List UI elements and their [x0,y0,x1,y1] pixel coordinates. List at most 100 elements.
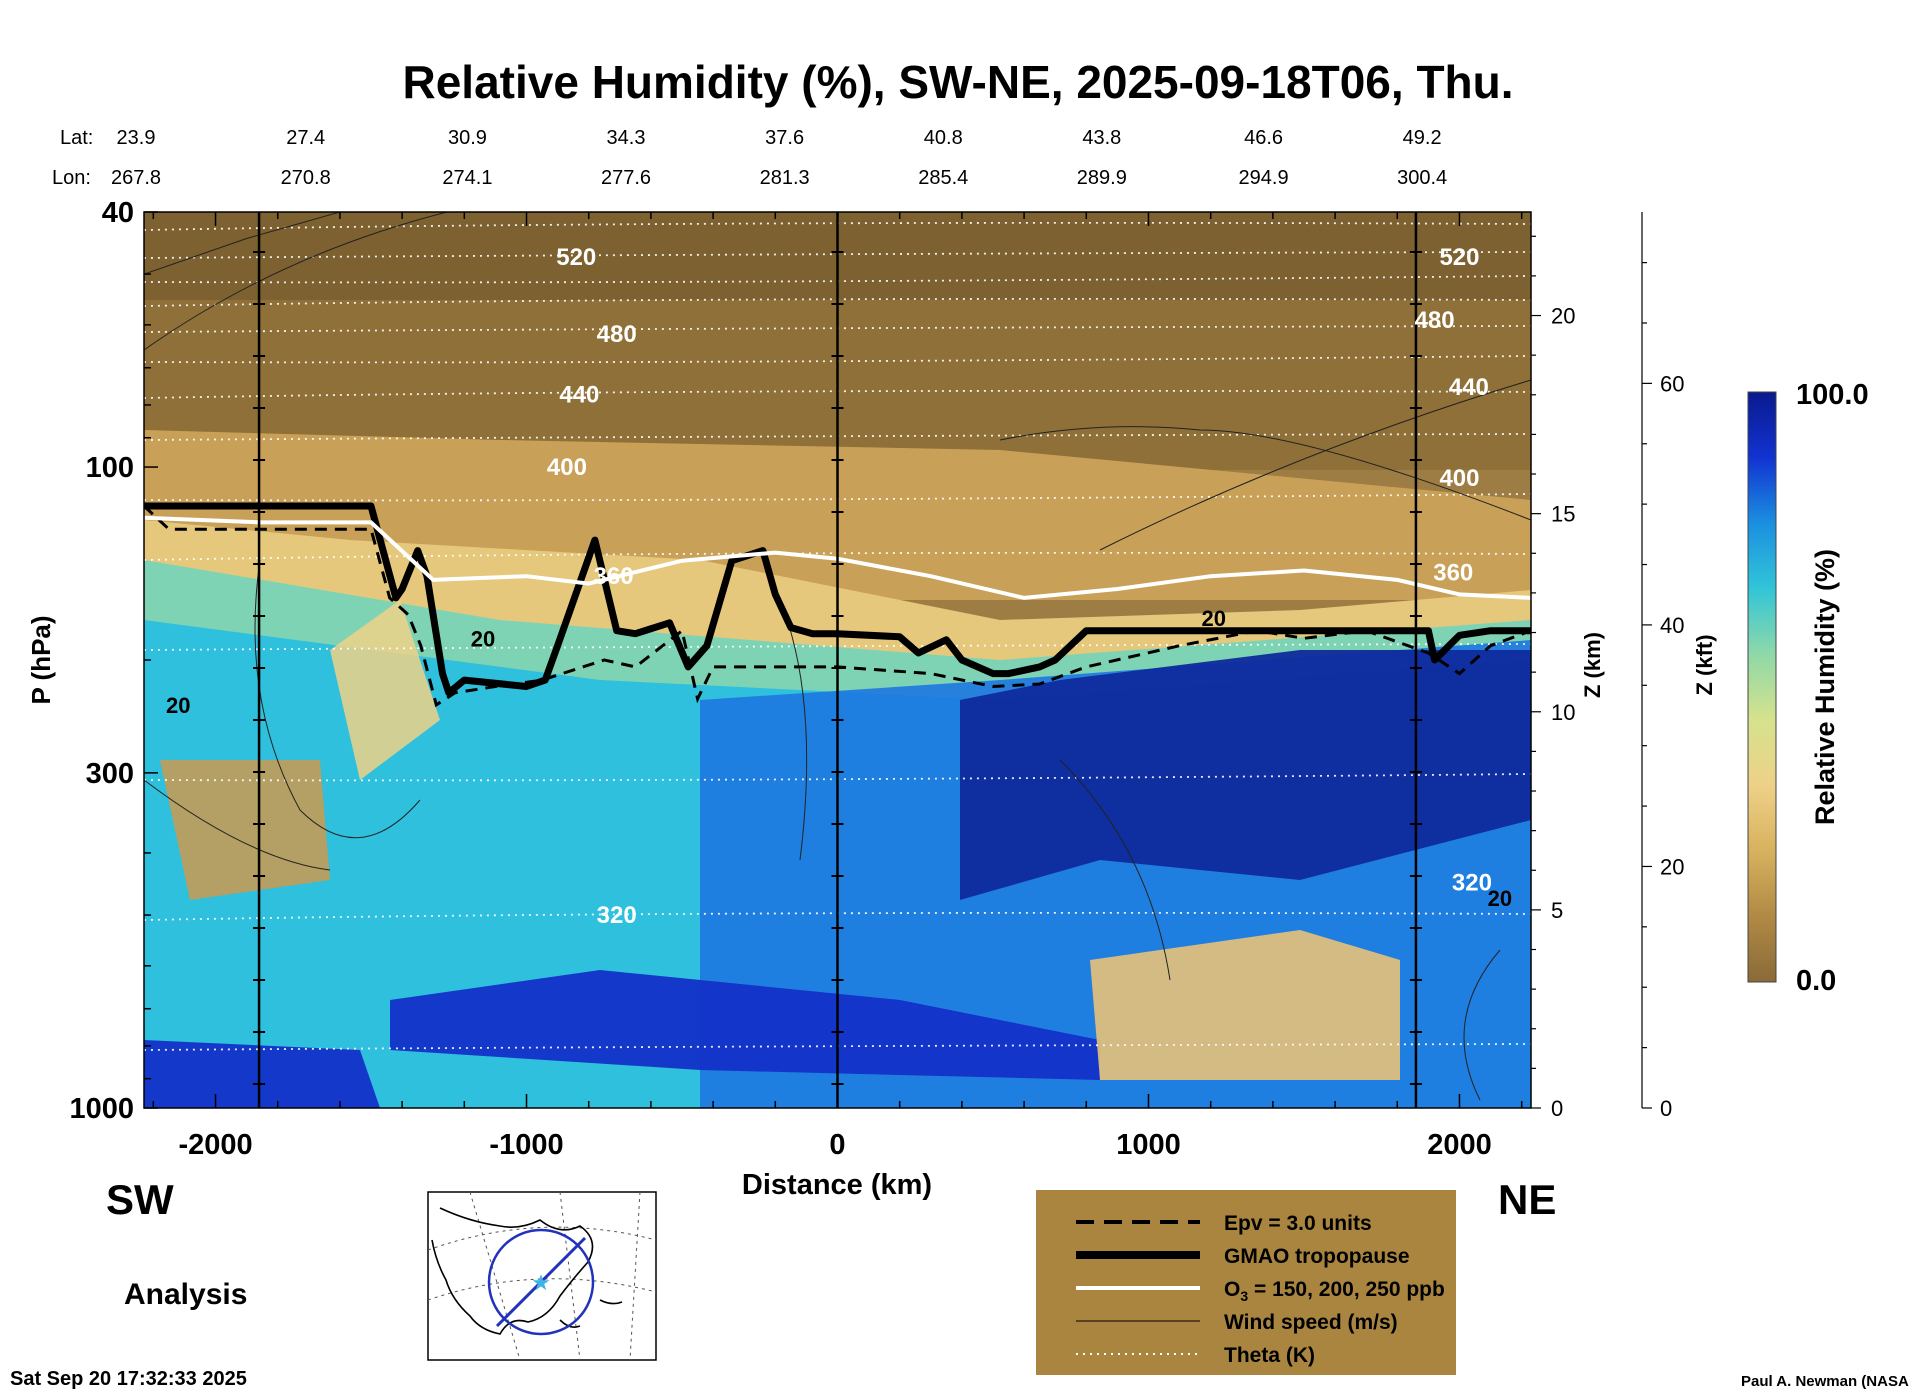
theta-label: 360 [594,563,634,590]
theta-contour [144,221,1531,231]
lon-value: 267.8 [111,167,161,189]
theta-contour [144,773,1531,782]
field-surface-sw [144,1040,380,1108]
z-kft-tick-label: 0 [1660,1096,1672,1121]
lat-value: 49.2 [1403,127,1442,149]
y-axis: 1000 300 100 40 [69,197,158,1125]
z-kft-tick-label: 40 [1660,613,1684,638]
x-axis: -2000 -1000 0 1000 2000 [152,212,1523,1161]
z-km-tick-label: 10 [1551,700,1575,725]
z-kft-tick-label: 60 [1660,371,1684,396]
lat-value: 30.9 [448,127,487,149]
theta-label: 440 [1449,374,1489,401]
y-tick-label: 1000 [69,1093,134,1125]
z-km-tick-label: 15 [1551,502,1575,527]
lat-value: 40.8 [924,127,963,149]
map-center-star: ★ [531,1270,551,1295]
theta-label: 480 [597,321,637,348]
theta-contour [144,911,1531,921]
lat-value: 37.6 [765,127,804,149]
x-tick-label: 0 [829,1129,845,1161]
lat-value: 46.6 [1244,127,1283,149]
theta-label: 440 [559,381,599,408]
z-km-tick-label: 0 [1551,1096,1563,1121]
field-lower-band [390,970,1100,1080]
colorbar [1747,391,1777,983]
wind-contour [999,426,1531,521]
colorbar-title: Relative Humidity (%) [1810,549,1840,825]
theta-contour [144,493,1531,502]
y-tick-label: 40 [102,197,134,229]
lat-value: 23.9 [117,127,156,149]
legend-entry-label: Epv = 3.0 units [1224,1212,1372,1235]
theta-contour [144,433,1531,441]
map-range-circle [487,1228,595,1336]
wind-contour [1059,759,1171,981]
x-tick-label: 2000 [1427,1129,1492,1161]
theta-contour [144,325,1531,333]
series-gmao-tropopause [144,502,1531,697]
lat-row-label: Lat: [60,127,93,149]
y-tick-label: 100 [86,452,134,484]
theta-contour [144,251,1531,259]
legend: Epv = 3.0 units GMAO tropopause O3 = 150, … [1036,1190,1456,1375]
theta-label: 400 [547,454,587,481]
lon-value: 285.4 [918,167,968,189]
theta-contour [144,1043,1531,1051]
z-km-axis-label: Z (km) [1580,632,1605,698]
theta-contour [144,297,1531,307]
z-kft-axis: 0 20 40 60 [1641,212,1684,1121]
z-km-tick-label: 5 [1551,898,1563,923]
colorbar-max-label: 100.0 [1796,379,1869,411]
field-dry-pocket-sw [160,760,330,900]
theta-label: 480 [1415,307,1455,334]
theta-contour [144,275,1531,284]
z-kft-tick-label: 20 [1660,854,1684,879]
analysis-label: Analysis [124,1278,247,1311]
lat-lon-labels: 23.9 267.8 27.4 270.8 30.9 274.1 34.3 277.6 37.6… [111,127,1447,189]
colorbar-min-label: 0.0 [1796,965,1836,997]
y-axis-label: P (hPa) [26,615,56,704]
theta-contour [144,355,1531,364]
wind-label: 20 [471,626,495,651]
theta-label: 520 [1439,244,1479,271]
lon-row-label: Lon: [52,167,91,189]
lat-value: 43.8 [1082,127,1121,149]
humidity-field: 5204804404003603205204804404003603202020… [144,212,1531,1108]
legend-entry-label: Wind speed (m/s) [1224,1311,1398,1334]
legend-entry-label: GMAO tropopause [1224,1245,1410,1268]
map-section-line [495,1236,587,1328]
credit: Paul A. Newman (NASA [1741,1373,1909,1390]
lon-value: 274.1 [442,167,492,189]
x-tick-label: -1000 [489,1129,563,1161]
z-km-axis: 0 5 10 15 20 [1531,235,1575,1121]
field-dry-pocket-2 [330,600,440,780]
theta-label: 360 [1433,559,1473,586]
theta-label: 400 [1439,465,1479,492]
field-saturated [960,650,1531,900]
x-axis-label: Distance (km) [742,1169,932,1201]
z-km-tick-label: 20 [1551,304,1575,329]
wind-contour [1463,949,1501,1101]
theta-contour [144,643,1531,651]
lat-value: 27.4 [286,127,325,149]
theta-label: 320 [597,902,637,929]
theta-label: 520 [556,244,596,271]
inset-map: ★ [427,1191,657,1361]
lon-value: 300.4 [1397,167,1447,189]
legend-entry-label: O3 = 150, 200, 250 ppb [1224,1278,1445,1304]
x-tick-label: -2000 [178,1129,252,1161]
theta-contour [144,389,1531,399]
timestamp: Sat Sep 20 17:32:33 2025 [10,1368,247,1390]
lon-value: 289.9 [1077,167,1127,189]
lat-value: 34.3 [607,127,646,149]
lon-value: 270.8 [281,167,331,189]
wind-label: 20 [1488,886,1512,911]
x-tick-label: 1000 [1116,1129,1181,1161]
theta-label: 320 [1452,870,1492,897]
wind-contour [144,212,450,351]
z-kft-axis-label: Z (kft) [1692,634,1717,695]
sw-label: SW [106,1176,174,1223]
lon-value: 281.3 [760,167,810,189]
y-tick-label: 300 [86,758,134,790]
